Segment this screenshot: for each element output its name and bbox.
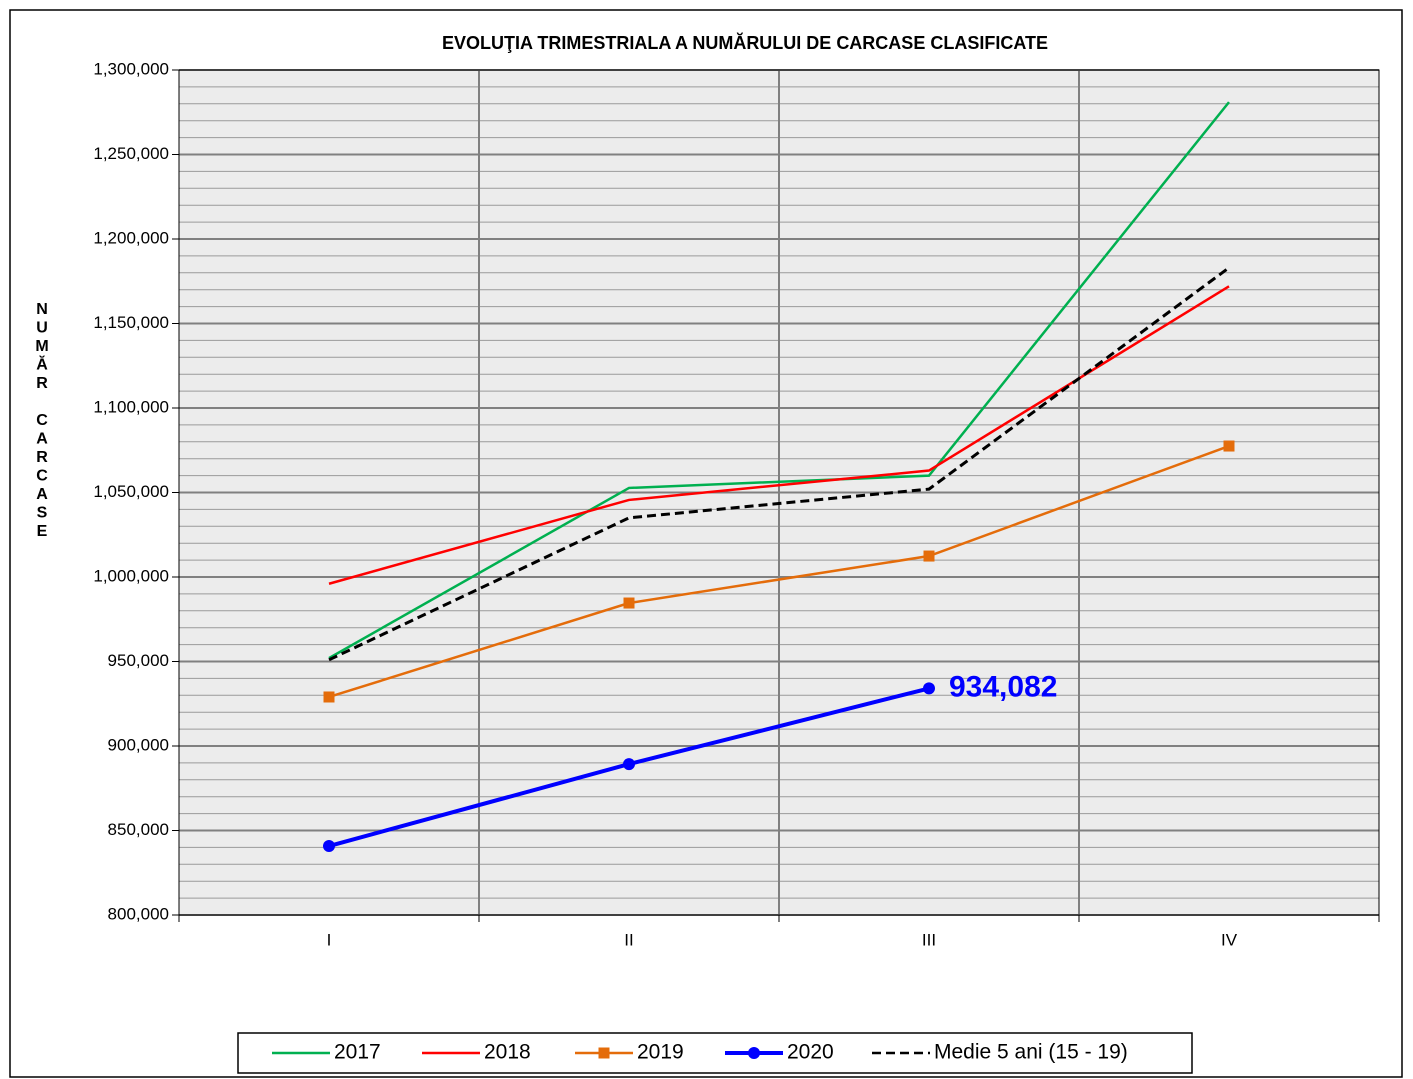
y-tick-label: 1,000,000 [93, 566, 169, 585]
y-tick-label: 1,100,000 [93, 397, 169, 416]
legend-marker [598, 1047, 610, 1059]
y-tick-label: 1,050,000 [93, 482, 169, 501]
series-line [328, 266, 1230, 662]
data-point [323, 691, 335, 703]
series-line [328, 101, 1230, 660]
y-tick-label: 1,150,000 [93, 313, 169, 332]
data-point [1223, 440, 1235, 452]
data-point [923, 550, 935, 562]
chart-title: EVOLUŢIA TRIMESTRIALA A NUMĂRULUI DE CAR… [442, 32, 1048, 53]
y-tick-label: 950,000 [108, 651, 169, 670]
x-tick-label: III [922, 930, 936, 949]
data-point [623, 758, 635, 771]
x-tick-label: I [327, 930, 332, 949]
y-tick-label: 1,200,000 [93, 228, 169, 247]
y-tick-label: 1,250,000 [93, 144, 169, 163]
legend-label: Medie 5 ani (15 - 19) [934, 1041, 1128, 1064]
data-point [323, 840, 335, 853]
legend-label: 2017 [334, 1041, 381, 1064]
y-tick-label: 850,000 [108, 820, 169, 839]
data-point [923, 682, 935, 695]
legend-box [237, 1032, 1193, 1074]
y-tick-label: 800,000 [108, 904, 169, 923]
data-point [623, 597, 635, 609]
legend-label: 2019 [637, 1041, 684, 1064]
x-tick-label: II [624, 930, 633, 949]
x-tick-label: IV [1221, 930, 1238, 949]
y-tick-label: 900,000 [108, 735, 169, 754]
series-line [328, 444, 1230, 699]
legend-marker [748, 1047, 760, 1059]
y-tick-label: 1,300,000 [93, 59, 169, 78]
legend-label: 2020 [787, 1041, 834, 1064]
data-label: 934,082 [949, 670, 1057, 703]
legend-label: 2018 [484, 1041, 531, 1064]
